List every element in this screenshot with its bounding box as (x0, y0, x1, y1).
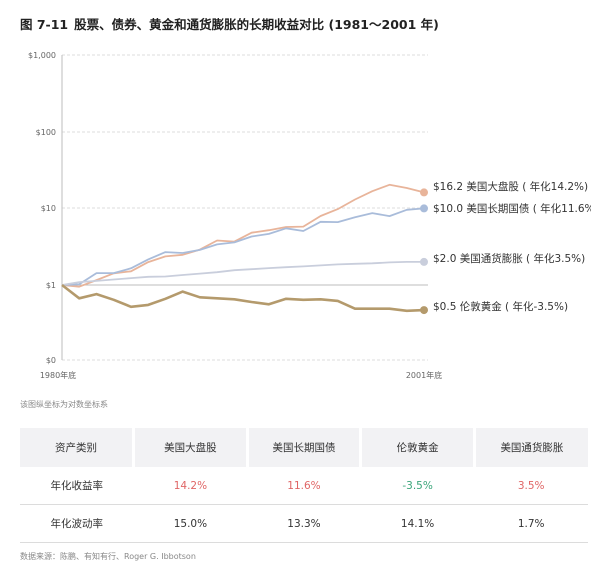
table-header-cell: 伦敦黄金 (360, 428, 476, 467)
series-label: $10.0 美国长期国债 ( 年化11.6%) (433, 202, 591, 215)
chart-series-labels: $16.2 美国大盘股 ( 年化14.2%) $10.0 美国长期国债 ( 年化1… (433, 180, 591, 313)
table-header-cell: 美国大盘股 (133, 428, 249, 467)
table-cell: 1.7% (474, 504, 588, 543)
figure-title: 图 7-11 股票、债券、黄金和通货膨胀的长期收益对比 (1981～2001 年) (20, 14, 439, 33)
chart-axes: $0 $1 $10 $100 $1,000 1980年底 2001年底 (28, 51, 442, 380)
chart-series (61, 183, 428, 315)
table-header-row: 资产类别 美国大盘股 美国长期国债 伦敦黄金 美国通货膨胀 (20, 428, 588, 467)
series-end-marker (420, 257, 428, 266)
row-label: 年化波动率 (20, 504, 134, 543)
series-end-marker (420, 188, 428, 197)
figure-title-text: 股票、债券、黄金和通货膨胀的长期收益对比 (1981～2001 年) (74, 17, 439, 32)
row-label: 年化收益率 (20, 467, 134, 505)
table-cell: 11.6% (247, 467, 361, 505)
series-end-marker (420, 204, 428, 213)
series-line (61, 183, 425, 288)
source-note: 数据来源：陈鹏、有知有行、Roger G. Ibbotson (20, 552, 196, 561)
table-cell: 13.3% (247, 504, 361, 543)
x-tick-label: 2001年底 (406, 370, 442, 380)
series-label: $16.2 美国大盘股 ( 年化14.2%) (433, 180, 588, 193)
series-line (61, 207, 425, 286)
summary-table: 资产类别 美国大盘股 美国长期国债 伦敦黄金 美国通货膨胀 年化收益率 14.2% 11.6… (20, 428, 588, 543)
table-body: 年化收益率 14.2% 11.6% -3.5% 3.5% 年化波动率 15.0% 13.3% 1… (20, 467, 588, 543)
figure-number: 图 7-11 (20, 17, 69, 32)
series-label: $2.0 美国通货膨胀 ( 年化3.5%) (433, 252, 585, 265)
table-header-cell: 美国长期国债 (247, 428, 363, 467)
y-tick-label: $10 (41, 204, 56, 213)
series-label: $0.5 伦敦黄金 ( 年化-3.5%) (433, 300, 568, 313)
series-line (61, 260, 424, 286)
chart-grid (62, 54, 428, 361)
series-line (61, 283, 425, 313)
table-cell: -3.5% (360, 467, 475, 505)
table-header-cell: 资产类别 (20, 428, 136, 467)
table-row: 年化波动率 15.0% 13.3% 14.1% 1.7% (20, 504, 588, 543)
table-cell: 14.1% (360, 504, 475, 543)
x-tick-label: 1980年底 (40, 370, 76, 380)
y-tick-label: $1 (46, 281, 56, 290)
table-cell: 14.2% (133, 467, 248, 505)
series-end-marker (420, 306, 428, 315)
table-cell: 15.0% (133, 504, 248, 543)
axis-note: 该图纵坐标为对数坐标系 (20, 400, 108, 409)
table-header-cell: 美国通货膨胀 (474, 428, 588, 467)
y-tick-label: $100 (36, 128, 56, 137)
line-chart: $0 $1 $10 $100 $1,000 1980年底 2001年底 $16.2 美国大盘… (28, 51, 591, 380)
table-cell: 3.5% (474, 467, 588, 505)
y-tick-label: $1,000 (28, 51, 56, 60)
y-tick-label: $0 (46, 356, 56, 365)
table-row: 年化收益率 14.2% 11.6% -3.5% 3.5% (20, 467, 588, 505)
